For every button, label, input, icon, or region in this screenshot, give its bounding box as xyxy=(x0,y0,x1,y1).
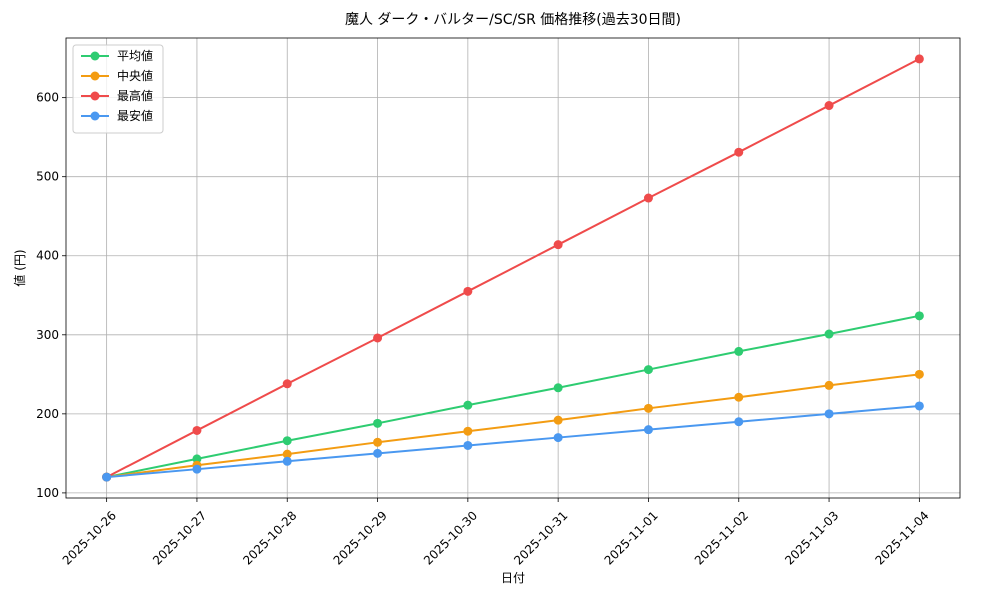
data-point xyxy=(734,147,744,157)
data-point xyxy=(914,54,924,64)
data-point xyxy=(824,380,834,390)
y-tick-label: 100 xyxy=(36,486,59,500)
legend-label: 最高値 xyxy=(117,88,153,103)
data-point xyxy=(553,383,563,393)
y-tick-label: 200 xyxy=(36,407,59,421)
data-point xyxy=(373,333,383,343)
data-point xyxy=(553,240,563,250)
legend-marker xyxy=(90,71,100,81)
plot-frame xyxy=(65,37,961,499)
data-point xyxy=(914,401,924,411)
data-point xyxy=(643,403,653,413)
data-point xyxy=(824,329,834,339)
data-point xyxy=(824,101,834,111)
y-tick-label: 300 xyxy=(36,328,59,342)
series-line xyxy=(106,373,920,479)
data-point xyxy=(373,437,383,447)
data-point xyxy=(643,425,653,435)
data-point xyxy=(553,415,563,425)
data-point xyxy=(373,448,383,458)
data-point xyxy=(282,436,292,446)
data-point xyxy=(734,392,744,402)
data-point xyxy=(463,400,473,410)
data-point xyxy=(192,464,202,474)
y-tick-label: 600 xyxy=(36,91,59,105)
data-point xyxy=(373,418,383,428)
data-point xyxy=(734,417,744,427)
data-point xyxy=(463,440,473,450)
data-point xyxy=(463,286,473,296)
y-tick-label: 500 xyxy=(36,170,59,184)
data-point xyxy=(553,433,563,443)
data-point xyxy=(643,365,653,375)
data-point xyxy=(282,449,292,459)
legend-marker xyxy=(90,91,100,101)
data-point xyxy=(914,369,924,379)
series-line xyxy=(106,404,920,479)
series-line xyxy=(106,314,920,479)
x-axis-label: 日付 xyxy=(501,571,525,585)
data-point xyxy=(734,346,744,356)
legend-marker xyxy=(90,51,100,61)
y-axis-label: 値 (円) xyxy=(12,249,27,286)
data-point xyxy=(192,454,202,464)
legend-label: 最安値 xyxy=(117,108,153,123)
data-point xyxy=(102,472,112,482)
legend-label: 中央値 xyxy=(117,68,153,83)
data-point xyxy=(914,311,924,321)
data-point xyxy=(282,456,292,466)
data-point xyxy=(192,425,202,435)
data-point xyxy=(463,426,473,436)
chart-title: 魔人 ダーク・バルター/SC/SR 価格推移(過去30日間) xyxy=(345,12,681,28)
y-tick-label: 400 xyxy=(36,249,59,263)
legend-label: 平均値 xyxy=(117,48,153,63)
legend-marker xyxy=(90,111,100,121)
legend-box xyxy=(72,44,164,134)
series-line xyxy=(106,58,920,478)
data-point xyxy=(282,379,292,389)
data-point xyxy=(824,409,834,419)
data-point xyxy=(643,193,653,203)
